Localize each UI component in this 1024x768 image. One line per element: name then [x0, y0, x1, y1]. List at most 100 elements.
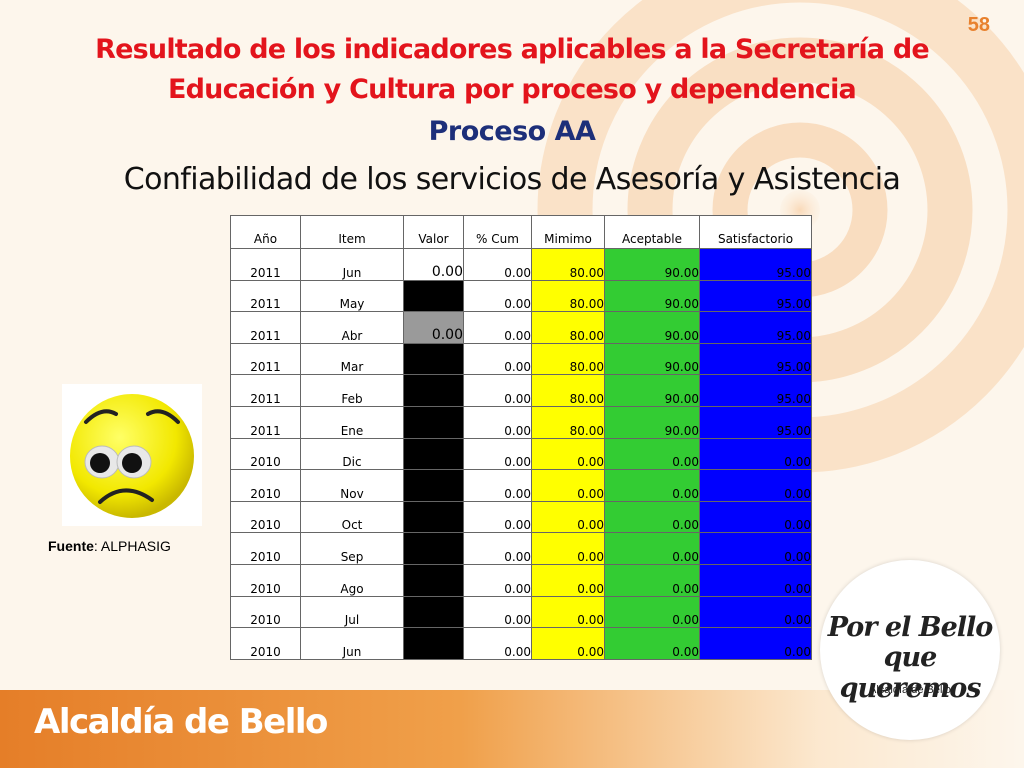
source-note: Fuente: ALPHASIG: [48, 538, 171, 554]
cell-aceptable: 90.00: [604, 405, 700, 439]
cell-cum: 0.00: [463, 405, 532, 439]
cell-valor: 0.00: [403, 248, 464, 281]
cell-item: Mar: [300, 342, 404, 376]
cell-valor: 0.00: [403, 500, 464, 534]
cell-aceptable: 0.00: [604, 627, 700, 660]
cell-year: 2011: [230, 279, 301, 313]
table-row: 2010 Nov 0.00 0.00 0.00 0.00 0.00: [230, 469, 812, 502]
table-row: 2011 Feb 0.00 0.00 80.00 90.00 95.00: [230, 374, 812, 407]
header-year: Año: [230, 215, 301, 249]
table-row: 2010 Jul 0.00 0.00 0.00 0.00 0.00: [230, 595, 812, 629]
cell-satisfactorio: 95.00: [699, 405, 812, 439]
cell-year: 2010: [230, 532, 301, 565]
cell-aceptable: 90.00: [604, 248, 700, 281]
cell-satisfactorio: 0.00: [699, 532, 812, 565]
cell-valor: 0.00: [403, 405, 464, 439]
table-header-row: Año Item Valor % Cum Mimimo Aceptable Sa…: [230, 215, 812, 249]
header-aceptable: Aceptable: [604, 215, 700, 249]
cell-item: Jul: [300, 595, 404, 629]
table-row: 2010 Jun 0.00 0.00 0.00 0.00 0.00: [230, 627, 812, 660]
slide-title-line-1: Resultado de los indicadores aplicables …: [95, 34, 930, 65]
cell-cum: 0.00: [463, 595, 532, 629]
cell-minimo: 80.00: [531, 405, 605, 439]
cell-valor: 0.00: [403, 279, 464, 313]
logo-line-1: Por el Bello: [827, 612, 994, 643]
cell-aceptable: 0.00: [604, 500, 700, 534]
cell-satisfactorio: 0.00: [699, 469, 812, 502]
sad-face-icon: [70, 394, 194, 518]
header-satisfactorio: Satisfactorio: [699, 215, 812, 249]
footer-bar: Alcaldía de Bello: [0, 690, 1024, 768]
table-row: 2010 Ago 0.00 0.00 0.00 0.00 0.00: [230, 563, 812, 597]
cell-year: 2010: [230, 437, 301, 471]
cell-item: Oct: [300, 500, 404, 534]
cell-satisfactorio: 95.00: [699, 374, 812, 407]
cell-satisfactorio: 0.00: [699, 627, 812, 660]
cell-minimo: 0.00: [531, 532, 605, 565]
cell-valor: 0.00: [403, 563, 464, 597]
cell-satisfactorio: 95.00: [699, 279, 812, 313]
page-number: 58: [967, 14, 990, 36]
logo-subtext: Alcaldía de Bello: [869, 684, 951, 696]
cell-aceptable: 90.00: [604, 279, 700, 313]
cell-minimo: 80.00: [531, 248, 605, 281]
cell-valor: 0.00: [403, 374, 464, 407]
footer-brand: Alcaldía de Bello: [34, 702, 328, 742]
cell-minimo: 80.00: [531, 374, 605, 407]
cell-year: 2010: [230, 563, 301, 597]
cell-cum: 0.00: [463, 437, 532, 471]
cell-cum: 0.00: [463, 374, 532, 407]
cell-valor: 0.00: [403, 437, 464, 471]
cell-item: Abr: [300, 311, 404, 344]
cell-year: 2010: [230, 500, 301, 534]
cell-item: Nov: [300, 469, 404, 502]
cell-item: May: [300, 279, 404, 313]
cell-satisfactorio: 0.00: [699, 563, 812, 597]
cell-year: 2010: [230, 595, 301, 629]
table-row: 2011 Abr 0.00 0.00 80.00 90.00 95.00: [230, 311, 812, 344]
cell-minimo: 0.00: [531, 563, 605, 597]
cell-aceptable: 90.00: [604, 311, 700, 344]
cell-minimo: 0.00: [531, 500, 605, 534]
header-cum: % Cum: [463, 215, 532, 249]
cell-minimo: 80.00: [531, 311, 605, 344]
campaign-logo: Por el Bello que queremos Alcaldía de Be…: [820, 560, 1000, 740]
cell-item: Sep: [300, 532, 404, 565]
cell-aceptable: 90.00: [604, 374, 700, 407]
header-minimo: Mimimo: [531, 215, 605, 249]
cell-cum: 0.00: [463, 311, 532, 344]
cell-item: Ene: [300, 405, 404, 439]
cell-minimo: 80.00: [531, 279, 605, 313]
cell-satisfactorio: 0.00: [699, 500, 812, 534]
cell-cum: 0.00: [463, 563, 532, 597]
table-row: 2011 Jun 0.00 0.00 80.00 90.00 95.00: [230, 248, 812, 281]
cell-year: 2011: [230, 374, 301, 407]
cell-cum: 0.00: [463, 469, 532, 502]
table-row: 2011 Mar 0.00 0.00 80.00 90.00 95.00: [230, 342, 812, 376]
cell-cum: 0.00: [463, 342, 532, 376]
slide-title-line-2: Educación y Cultura por proceso y depend…: [168, 74, 857, 105]
cell-cum: 0.00: [463, 279, 532, 313]
slide-subtitle: Proceso AA: [428, 116, 596, 147]
cell-aceptable: 90.00: [604, 342, 700, 376]
cell-satisfactorio: 0.00: [699, 437, 812, 471]
cell-item: Jun: [300, 627, 404, 660]
cell-satisfactorio: 95.00: [699, 311, 812, 344]
cell-valor: 0.00: [403, 532, 464, 565]
smiley-panel: [62, 384, 202, 526]
logo-line-2: que queremos: [839, 642, 982, 704]
cell-item: Jun: [300, 248, 404, 281]
source-value: : ALPHASIG: [93, 538, 171, 554]
cell-minimo: 0.00: [531, 469, 605, 502]
cell-aceptable: 0.00: [604, 469, 700, 502]
cell-minimo: 0.00: [531, 595, 605, 629]
cell-satisfactorio: 95.00: [699, 342, 812, 376]
cell-aceptable: 0.00: [604, 595, 700, 629]
cell-valor: 0.00: [403, 595, 464, 629]
cell-year: 2011: [230, 248, 301, 281]
cell-cum: 0.00: [463, 500, 532, 534]
table-row: 2010 Dic 0.00 0.00 0.00 0.00 0.00: [230, 437, 812, 471]
cell-aceptable: 0.00: [604, 532, 700, 565]
cell-valor: 0.00: [403, 627, 464, 660]
cell-minimo: 0.00: [531, 627, 605, 660]
